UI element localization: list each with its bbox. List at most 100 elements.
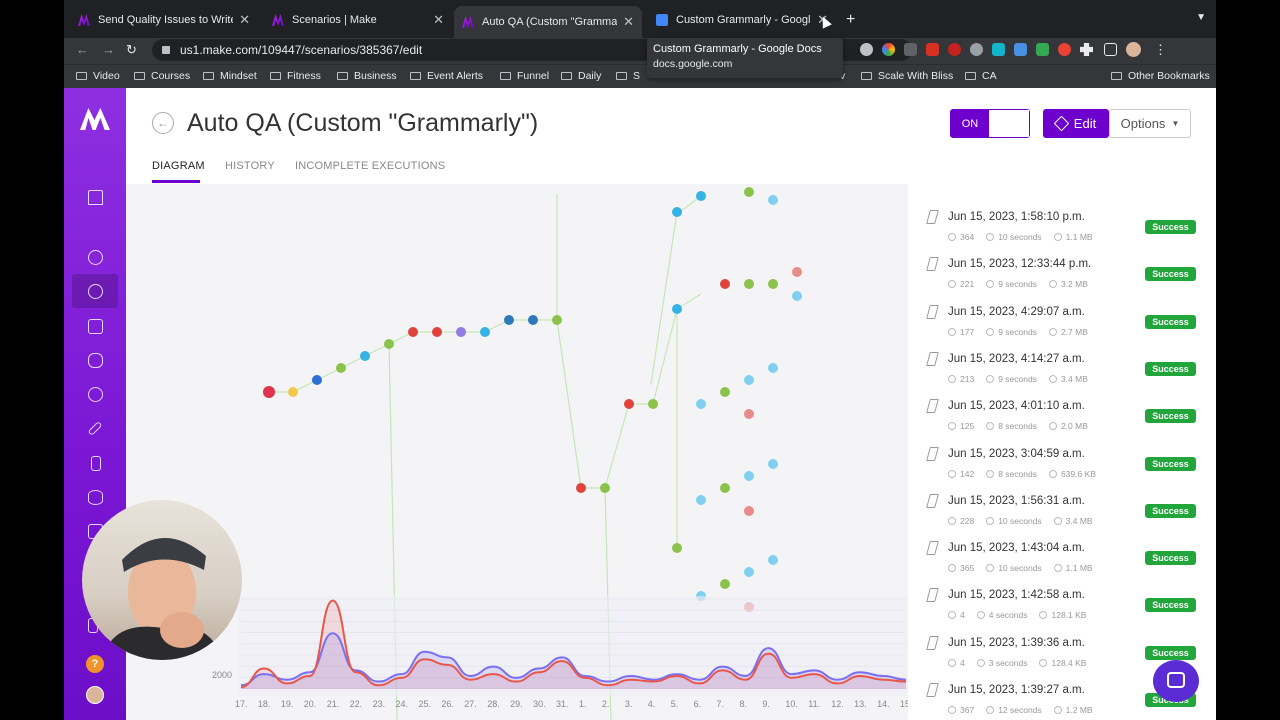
tab-incomplete-executions[interactable]: INCOMPLETE EXECUTIONS bbox=[295, 160, 446, 172]
team-icon[interactable] bbox=[88, 250, 103, 265]
extension-icon[interactable] bbox=[1058, 43, 1071, 56]
module-node[interactable] bbox=[552, 315, 562, 325]
extension-icon[interactable] bbox=[992, 43, 1005, 56]
edit-button[interactable]: Edit bbox=[1043, 109, 1109, 138]
database-datastore-icon[interactable] bbox=[88, 490, 103, 505]
new-tab-plus-icon[interactable]: + bbox=[846, 11, 856, 28]
forward-arrow-icon[interactable]: → bbox=[102, 42, 115, 57]
browser-tab[interactable]: Send Quality Issues to Writer & ✕ bbox=[70, 6, 258, 34]
module-node[interactable] bbox=[792, 267, 802, 277]
close-icon[interactable]: ✕ bbox=[623, 14, 634, 29]
module-node[interactable] bbox=[696, 495, 706, 505]
scheduling-toggle[interactable]: ON bbox=[950, 109, 1030, 138]
execution-row[interactable]: Jun 15, 2023, 4:29:07 a.m. 177 9 seconds 2.… bbox=[912, 295, 1212, 342]
module-node[interactable] bbox=[648, 399, 658, 409]
browser-tab[interactable]: Scenarios | Make ✕ bbox=[264, 6, 452, 34]
close-icon[interactable]: ✕ bbox=[433, 12, 444, 27]
module-node[interactable] bbox=[744, 409, 754, 419]
profile-avatar[interactable] bbox=[1126, 42, 1141, 57]
execution-row[interactable]: Jun 15, 2023, 3:04:59 a.m. 142 8 seconds 63… bbox=[912, 437, 1212, 484]
bookmark-folder[interactable]: Event Alerts bbox=[410, 70, 483, 82]
module-node[interactable] bbox=[720, 279, 730, 289]
download-extension-icon[interactable] bbox=[1014, 43, 1027, 56]
bookmark-folder[interactable]: Video bbox=[76, 70, 120, 82]
support-chat-button[interactable] bbox=[1153, 660, 1199, 702]
module-node[interactable] bbox=[672, 304, 682, 314]
module-node[interactable] bbox=[696, 191, 706, 201]
bookmark-folder[interactable]: Courses bbox=[134, 70, 190, 82]
execution-row[interactable]: Jun 15, 2023, 4:01:10 a.m. 125 8 seconds 2.… bbox=[912, 389, 1212, 436]
module-node[interactable] bbox=[768, 279, 778, 289]
bookmark-folder[interactable]: S bbox=[616, 70, 640, 82]
module-node[interactable] bbox=[744, 375, 754, 385]
key-icon[interactable] bbox=[87, 421, 103, 436]
color-picker-extension-icon[interactable] bbox=[882, 43, 895, 56]
kebab-menu-icon[interactable]: ⋮ bbox=[1154, 42, 1167, 57]
share-scenarios-icon[interactable] bbox=[88, 284, 103, 299]
puzzle-extensions-icon[interactable] bbox=[1080, 43, 1093, 56]
module-node[interactable] bbox=[504, 315, 514, 325]
module-node[interactable] bbox=[768, 195, 778, 205]
avatar[interactable] bbox=[86, 686, 104, 704]
module-node[interactable] bbox=[768, 555, 778, 565]
bookmark-folder[interactable]: Scale With Bliss bbox=[861, 70, 953, 82]
extension-icon[interactable] bbox=[904, 43, 917, 56]
execution-row[interactable]: Jun 15, 2023, 1:43:04 a.m. 365 10 seconds 1… bbox=[912, 531, 1212, 578]
module-node[interactable] bbox=[432, 327, 442, 337]
bookmark-folder[interactable]: Funnel bbox=[500, 70, 549, 82]
record-extension-icon[interactable] bbox=[948, 43, 961, 56]
extension-icon[interactable] bbox=[926, 43, 939, 56]
tab-diagram[interactable]: DIAGRAM bbox=[152, 160, 205, 172]
module-node[interactable] bbox=[744, 506, 754, 516]
module-node[interactable] bbox=[528, 315, 538, 325]
browser-tab[interactable]: Custom Grammarly - Google D ✕ bbox=[648, 6, 836, 34]
module-node[interactable] bbox=[744, 279, 754, 289]
bookmark-folder[interactable]: Mindset bbox=[203, 70, 257, 82]
module-node[interactable] bbox=[360, 351, 370, 361]
bookmark-folder[interactable]: Business bbox=[337, 70, 397, 82]
scenario-diagram-canvas[interactable]: 17. 18. 19. 20. 21. 22. 23. 24. 25. 26. 27. 28. 29. 3… bbox=[126, 184, 908, 720]
back-arrow-icon[interactable]: ← bbox=[76, 42, 89, 57]
execution-row[interactable]: Jun 15, 2023, 1:42:58 a.m. 4 4 seconds 128.… bbox=[912, 578, 1212, 625]
home-icon[interactable] bbox=[88, 190, 103, 205]
module-node[interactable] bbox=[456, 327, 466, 337]
puzzle-templates-icon[interactable] bbox=[88, 319, 103, 334]
close-icon[interactable]: ✕ bbox=[239, 12, 250, 27]
module-node[interactable] bbox=[792, 291, 802, 301]
module-node[interactable] bbox=[263, 386, 275, 398]
module-node[interactable] bbox=[744, 187, 754, 197]
module-node[interactable] bbox=[480, 327, 490, 337]
module-node[interactable] bbox=[720, 387, 730, 397]
module-node[interactable] bbox=[720, 579, 730, 589]
execution-row[interactable]: Jun 15, 2023, 4:14:27 a.m. 213 9 seconds 3.… bbox=[912, 342, 1212, 389]
module-node[interactable] bbox=[672, 543, 682, 553]
link-connections-icon[interactable] bbox=[88, 353, 103, 368]
make-logo-icon[interactable] bbox=[80, 108, 110, 130]
execution-row[interactable]: Jun 15, 2023, 12:33:44 p.m. 221 9 seconds 3… bbox=[912, 247, 1212, 294]
bookmark-folder[interactable]: Daily bbox=[561, 70, 601, 82]
module-node[interactable] bbox=[768, 459, 778, 469]
bookmark-folder[interactable]: Other Bookmarks bbox=[1111, 70, 1210, 82]
options-dropdown[interactable]: Options ▼ bbox=[1109, 109, 1191, 138]
device-icon[interactable] bbox=[91, 456, 101, 471]
execution-row[interactable]: Jun 15, 2023, 1:39:36 a.m. 4 3 seconds 128.… bbox=[912, 626, 1212, 673]
bookmark-folder[interactable]: CA bbox=[965, 70, 997, 82]
extension-icon[interactable] bbox=[860, 43, 873, 56]
back-button[interactable]: ← bbox=[152, 112, 174, 134]
module-node[interactable] bbox=[768, 363, 778, 373]
module-node[interactable] bbox=[720, 483, 730, 493]
execution-row[interactable]: Jun 15, 2023, 1:56:31 a.m. 228 10 seconds 3… bbox=[912, 484, 1212, 531]
execution-row[interactable]: Jun 15, 2023, 1:58:10 p.m. 364 10 seconds 1… bbox=[912, 200, 1212, 247]
module-node[interactable] bbox=[408, 327, 418, 337]
module-node[interactable] bbox=[744, 471, 754, 481]
module-node[interactable] bbox=[288, 387, 298, 397]
module-node[interactable] bbox=[696, 399, 706, 409]
browser-tab-active[interactable]: Auto QA (Custom "Grammarly" ✕ bbox=[454, 6, 642, 38]
bookmark-folder[interactable]: Fitness bbox=[270, 70, 321, 82]
sheets-extension-icon[interactable] bbox=[1036, 43, 1049, 56]
module-node[interactable] bbox=[600, 483, 610, 493]
close-icon[interactable]: ✕ bbox=[817, 12, 828, 27]
side-panel-icon[interactable] bbox=[1104, 43, 1117, 56]
module-node[interactable] bbox=[672, 207, 682, 217]
module-node[interactable] bbox=[624, 399, 634, 409]
